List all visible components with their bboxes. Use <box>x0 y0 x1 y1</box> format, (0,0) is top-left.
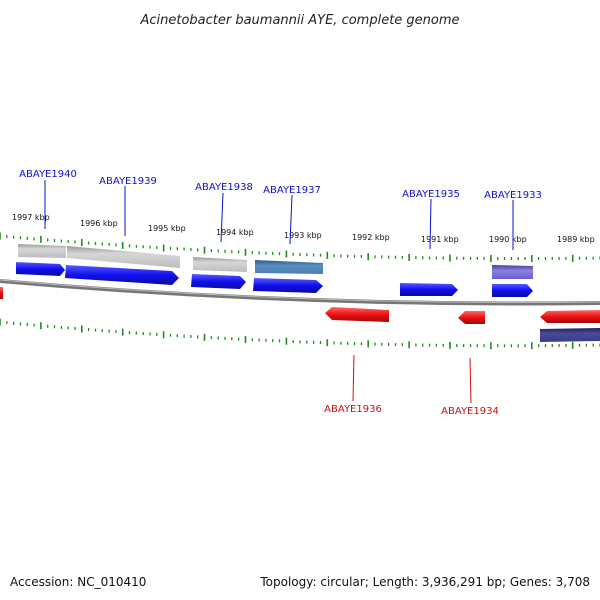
kbp-label: 1991 kbp <box>421 235 459 244</box>
gene-label-ABAYE1938[interactable]: ABAYE1938 <box>195 182 253 193</box>
steel-feature[interactable] <box>255 260 323 274</box>
reverse-gene-arrow[interactable] <box>325 307 389 322</box>
kbp-label: 1992 kbp <box>352 233 390 242</box>
gene-label-ABAYE1937[interactable]: ABAYE1937 <box>263 185 321 196</box>
gene-label-ABAYE1933[interactable]: ABAYE1933 <box>484 190 542 201</box>
navy-feature[interactable] <box>540 328 600 342</box>
grey-feature[interactable] <box>18 244 66 258</box>
grey-feature[interactable] <box>67 246 180 268</box>
kbp-label: 1995 kbp <box>148 224 186 233</box>
reverse-strand-genes <box>0 287 600 342</box>
forward-gene-arrow[interactable] <box>253 278 323 293</box>
gene-label-ABAYE1936[interactable]: ABAYE1936 <box>324 404 382 415</box>
kbp-label: 1989 kbp <box>557 235 595 244</box>
kbp-label: 1993 kbp <box>284 231 322 240</box>
reverse-gene-arrow[interactable] <box>458 311 485 324</box>
outer-tick-ring <box>0 232 600 262</box>
gene-label-ABAYE1940[interactable]: ABAYE1940 <box>19 169 77 180</box>
accession-text: Accession: NC_010410 <box>10 575 146 589</box>
reverse-label-leaders <box>352 354 472 404</box>
gene-label-ABAYE1935[interactable]: ABAYE1935 <box>402 189 460 200</box>
kbp-label: 1996 kbp <box>80 219 118 228</box>
kbp-label: 1997 kbp <box>12 213 50 222</box>
gene-label-ABAYE1934[interactable]: ABAYE1934 <box>441 406 499 417</box>
inner-tick-ring <box>0 318 600 350</box>
genome-title: Acinetobacter baumannii AYE, complete ge… <box>139 13 459 28</box>
purple-feature[interactable] <box>492 265 533 279</box>
forward-gene-arrow[interactable] <box>191 274 246 289</box>
forward-gene-arrow[interactable] <box>16 262 65 276</box>
genome-backbone <box>0 279 600 306</box>
reverse-gene-arrow[interactable] <box>540 310 600 323</box>
feature-track-upper <box>18 244 533 279</box>
forward-gene-arrow[interactable] <box>400 283 458 296</box>
genome-summary-text: Topology: circular; Length: 3,936,291 bp… <box>259 575 590 589</box>
reverse-gene-arrow[interactable] <box>0 287 3 299</box>
forward-gene-arrow[interactable] <box>492 284 533 297</box>
kbp-label: 1994 kbp <box>216 228 254 237</box>
genome-backbone-highlight <box>0 279 600 304</box>
forward-label-leaders <box>44 180 514 250</box>
forward-gene-arrow[interactable] <box>65 265 179 285</box>
gene-label-ABAYE1939[interactable]: ABAYE1939 <box>99 176 157 187</box>
kbp-label: 1990 kbp <box>489 235 527 244</box>
forward-strand-genes <box>16 262 533 297</box>
grey-feature[interactable] <box>193 257 247 272</box>
